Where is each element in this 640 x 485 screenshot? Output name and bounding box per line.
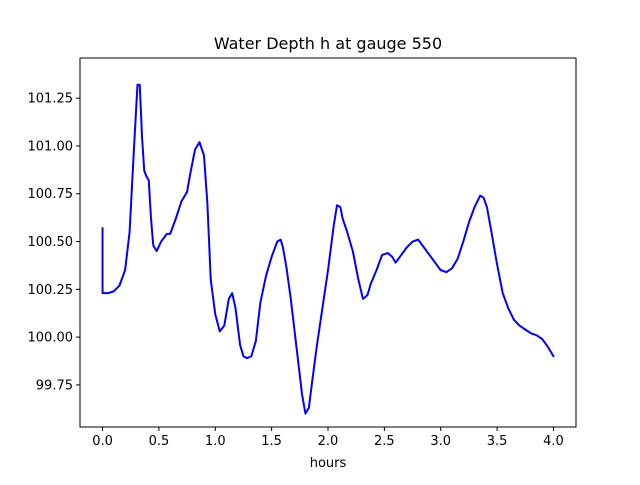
plot-area bbox=[101, 83, 555, 415]
y-tick-label: 100.25 bbox=[28, 283, 74, 298]
x-tick-label: 3.0 bbox=[430, 434, 451, 449]
y-tick-label: 100.00 bbox=[28, 331, 74, 346]
x-tick-label: 3.5 bbox=[487, 434, 508, 449]
x-tick-label: 2.0 bbox=[318, 434, 339, 449]
x-tick-label: 2.5 bbox=[374, 434, 395, 449]
y-tick-label: 100.75 bbox=[28, 187, 74, 202]
y-tick-label: 99.75 bbox=[36, 378, 73, 393]
chart-title: Water Depth h at gauge 550 bbox=[214, 34, 442, 53]
axes: 0.0 0.5 1.0 1.5 2.0 2.5 3.0 3.5 4.0 99.75 100.00 10… bbox=[28, 57, 577, 449]
x-tick-label: 0.0 bbox=[92, 434, 113, 449]
x-axis-label: hours bbox=[310, 456, 347, 471]
x-tick-label: 1.5 bbox=[261, 434, 282, 449]
y-tick-label: 101.25 bbox=[28, 92, 74, 107]
x-tick-label: 1.0 bbox=[205, 434, 226, 449]
series-line-0 bbox=[101, 83, 555, 415]
y-tick-label: 101.00 bbox=[28, 139, 74, 154]
x-tick-label: 4.0 bbox=[543, 434, 564, 449]
y-tick-label: 100.50 bbox=[28, 235, 74, 250]
x-tick-label: 0.5 bbox=[149, 434, 170, 449]
